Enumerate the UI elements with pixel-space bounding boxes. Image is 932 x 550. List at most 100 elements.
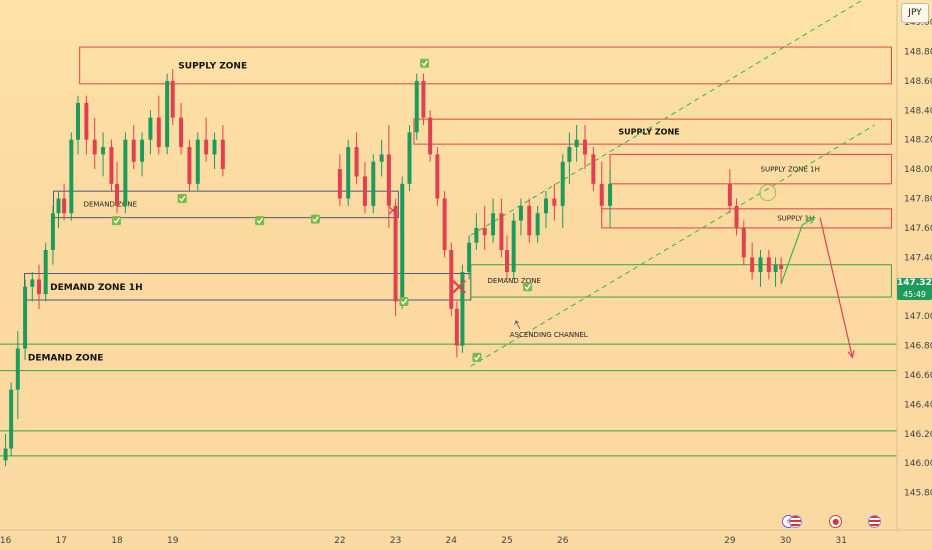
check-box: [111, 216, 121, 226]
candle-body: [574, 139, 579, 148]
candle-body: [9, 389, 14, 449]
check-glyph: [256, 217, 263, 224]
candle-body: [567, 147, 572, 162]
supply-zone-box: [413, 118, 892, 145]
check-glyph: [524, 283, 531, 291]
candle-layer: [3, 69, 784, 467]
candle-body: [535, 213, 540, 236]
candle-body: [407, 132, 412, 184]
candle: [474, 213, 479, 250]
candle: [140, 132, 145, 177]
candle: [3, 433, 8, 467]
channel-label-pointer: [514, 320, 521, 329]
candle-body: [165, 80, 170, 148]
check-glyph: [113, 217, 120, 224]
x-tick-label: 25: [501, 536, 512, 546]
candle-body: [442, 198, 447, 250]
candle-body: [386, 154, 391, 206]
candle-body: [43, 250, 48, 295]
candle: [9, 382, 14, 456]
candle: [84, 95, 89, 155]
candle-body: [179, 117, 184, 148]
check-box: [177, 194, 187, 204]
y-tick-label: 147.400: [904, 253, 932, 263]
candle: [212, 132, 217, 170]
x-tick-label: 17: [56, 536, 67, 546]
check-mark-icon: [472, 352, 482, 362]
candle-body: [354, 147, 359, 177]
candle-body: [779, 264, 784, 270]
projection-down-line: [819, 217, 854, 358]
candle-body: [15, 348, 20, 390]
candle: [583, 125, 587, 170]
candle: [608, 169, 613, 228]
check-mark-icon: [420, 58, 430, 68]
currency-badge[interactable]: JPY: [901, 3, 929, 23]
x-tick-label: 22: [334, 536, 345, 546]
candle: [69, 132, 74, 221]
y-tick-label: 147.800: [904, 195, 932, 205]
check-glyph: [312, 216, 319, 223]
check-mark-icon: [523, 282, 533, 292]
candle: [467, 235, 472, 280]
supply-zone-box: [601, 208, 892, 229]
y-tick-label: 149.000: [904, 18, 932, 28]
candle: [30, 272, 35, 302]
candle-body: [69, 139, 74, 214]
candle-body: [140, 139, 145, 162]
channel-layer: ASCENDING CHANNEL: [470, 0, 875, 367]
candle: [454, 301, 459, 358]
channel-lower-line: [470, 124, 875, 367]
candle-body: [482, 227, 487, 236]
demand_box-zone-label: DEMAND ZONE: [84, 201, 137, 209]
candle: [37, 264, 41, 309]
candle: [727, 169, 732, 214]
candle: [773, 257, 778, 287]
projection-down-arrowhead: [847, 350, 855, 359]
candle: [379, 139, 384, 177]
last-price-tag: 147.327 45:49: [897, 278, 932, 300]
y-tick-label: 147.600: [904, 224, 932, 234]
candle: [23, 279, 28, 361]
check-box: [399, 296, 409, 306]
last-price: 147.327: [897, 278, 932, 288]
demand_box-zone-box: [52, 190, 399, 219]
us-flag-event-icon[interactable]: [788, 515, 802, 528]
channel-upper-line: [470, 0, 864, 236]
candle: [43, 242, 48, 302]
candle: [371, 154, 376, 214]
check-box: [420, 58, 430, 68]
us-flag-event-icon[interactable]: [868, 515, 882, 528]
demand-level-label: DEMAND ZONE: [28, 353, 104, 363]
y-tick-label: 148.200: [904, 136, 932, 146]
candle-body: [109, 147, 114, 184]
candle-body: [583, 139, 587, 155]
candle-body: [37, 279, 41, 295]
check-glyph: [179, 195, 186, 202]
candle-body: [414, 80, 419, 133]
supply-zone-label: SUPPLY ZONE: [178, 61, 247, 71]
candle-body: [76, 102, 80, 140]
record-event-icon[interactable]: ●: [829, 515, 843, 528]
candle-body: [170, 80, 175, 118]
candle: [56, 191, 61, 228]
cross-stroke: [452, 279, 466, 294]
candle: [92, 117, 97, 170]
candle-body: [591, 154, 596, 184]
supply-zone-box: [609, 153, 892, 185]
candle: [131, 125, 136, 170]
candle-body: [400, 183, 405, 302]
projection-up-arrowhead: [807, 216, 816, 224]
channel-label: ASCENDING CHANNEL: [510, 331, 588, 339]
y-tick-label: 147.000: [904, 312, 932, 322]
candle: [591, 147, 596, 192]
candle-body: [734, 205, 739, 228]
x-tick-label: 16: [0, 536, 12, 546]
candle: [535, 205, 540, 243]
candle-body: [156, 117, 161, 148]
candle-body: [460, 272, 465, 346]
candle-body: [766, 257, 771, 273]
demand-zone-box: [470, 264, 892, 298]
y-tick-label: 146.800: [904, 342, 932, 352]
